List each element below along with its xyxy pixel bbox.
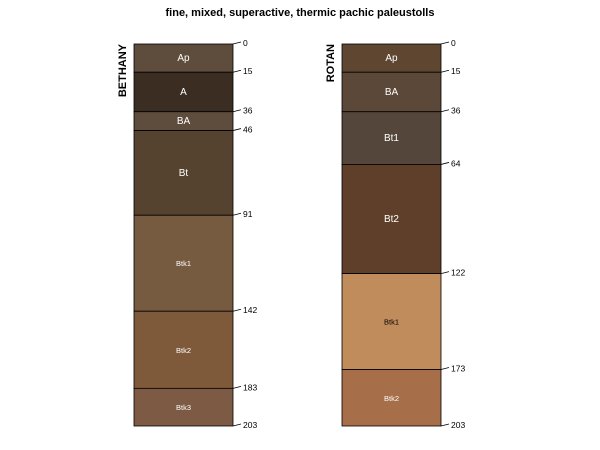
depth-label: 91: [243, 209, 253, 219]
horizon-btk3: [133, 387, 234, 427]
horizon-label: Btk1: [384, 318, 399, 327]
depth-tick: [232, 212, 242, 216]
depth-label: 173: [451, 364, 465, 374]
depth-label: 203: [243, 420, 257, 430]
horizon-ba: [341, 71, 442, 113]
horizon-label: Bt: [179, 168, 189, 179]
horizon-label: Bt1: [384, 133, 399, 144]
depth-tick: [232, 308, 242, 312]
horizon-label: A: [180, 87, 187, 98]
profiles-group: BETHANY Ap A BA Bt Btk1 Btk2 Btk3 0 15 36 46 91 142 18…: [117, 38, 465, 430]
horizon-bt2: [341, 164, 442, 274]
depth-tick: [440, 367, 450, 370]
horizon-label: Btk1: [176, 259, 191, 268]
horizon-btk1: [133, 214, 234, 312]
depth-label: 36: [243, 106, 253, 116]
depth-label: 64: [451, 158, 461, 168]
depth-label: 0: [451, 38, 456, 48]
profile-rotan: ROTAN Ap BA Bt1 Bt2 Btk1 Btk2 0 15 36 64 122 173 203: [325, 38, 465, 430]
horizon-label: Btk3: [176, 403, 191, 412]
depth-tick: [232, 385, 242, 389]
horizon-label: Ap: [385, 53, 398, 64]
depth-label: 203: [451, 420, 465, 430]
depth-tick: [232, 128, 242, 131]
depth-label: 15: [243, 66, 253, 76]
profile-name: ROTAN: [325, 44, 337, 82]
depth-tick: [232, 41, 242, 45]
horizon-bt1: [341, 111, 442, 165]
depth-label: 15: [451, 66, 461, 76]
horizon-bt: [133, 130, 234, 216]
depth-tick: [440, 423, 450, 427]
depth-label: 36: [451, 106, 461, 116]
horizon-btk2: [341, 369, 442, 427]
depth-label: 0: [243, 38, 248, 48]
horizon-label: Btk2: [384, 394, 399, 403]
depth-tick: [440, 69, 450, 73]
depth-label: 122: [451, 268, 465, 278]
horizon-a: [133, 71, 234, 113]
profile-bethany: BETHANY Ap A BA Bt Btk1 Btk2 Btk3 0 15 36 46 91 142 18…: [117, 38, 257, 430]
depth-label: 46: [243, 125, 253, 135]
depth-label: 142: [243, 305, 257, 315]
depth-tick: [232, 109, 242, 113]
horizon-label: Ap: [177, 53, 190, 64]
profile-name: BETHANY: [117, 43, 129, 97]
depth-tick: [440, 41, 450, 45]
horizon-label: Btk2: [176, 346, 191, 355]
depth-tick: [440, 271, 450, 274]
horizon-ap: [133, 43, 234, 73]
horizon-ap: [341, 43, 442, 73]
diagram-title: fine, mixed, superactive, thermic pachic…: [166, 7, 435, 19]
depth-tick: [232, 69, 242, 73]
depth-tick: [232, 423, 242, 427]
horizon-label: BA: [385, 87, 399, 98]
depth-label: 183: [243, 382, 257, 392]
depth-tick: [440, 162, 450, 165]
horizon-label: BA: [177, 116, 191, 127]
horizon-label: Bt2: [384, 214, 399, 225]
depth-tick: [440, 109, 450, 113]
